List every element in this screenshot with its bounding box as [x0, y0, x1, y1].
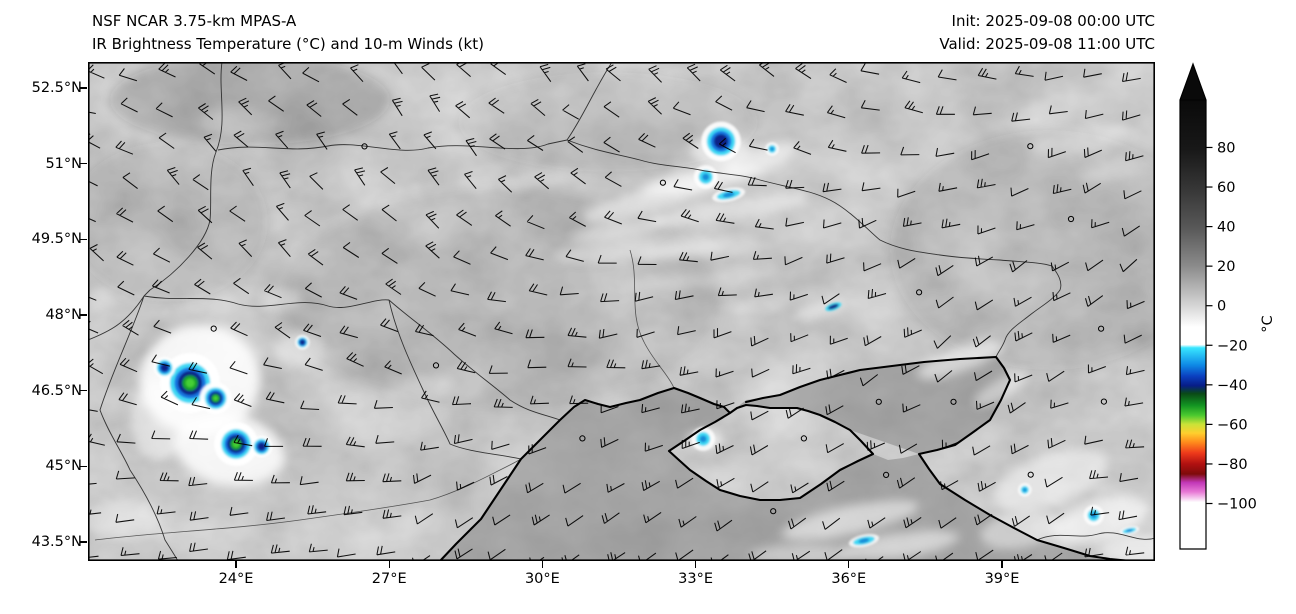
- colorbar-unit-label: °C: [1260, 315, 1276, 332]
- lat-tick-mark: [80, 541, 87, 543]
- figure-title: NSF NCAR 3.75-km MPAS-A IR Brightness Te…: [92, 10, 484, 57]
- lat-tick-mark: [80, 87, 87, 89]
- colorbar-tick-label: −40: [1217, 378, 1248, 394]
- lon-tick-mark: [541, 561, 544, 568]
- lon-tick-mark: [1001, 561, 1003, 568]
- lat-tick-label: 52.5°N: [31, 80, 82, 96]
- colorbar-extend-arrow: [1180, 64, 1206, 100]
- colorbar-tick-label: −20: [1217, 338, 1248, 354]
- map-canvas: [88, 62, 1155, 561]
- model-name: NSF NCAR 3.75-km MPAS-A: [92, 12, 297, 30]
- colorbar-ticks: 80 60 40 20 0 −20 −40 −60 −80 −100: [1206, 140, 1257, 513]
- lon-tick-mark: [388, 561, 390, 568]
- colorbar-gradient: [1180, 100, 1206, 549]
- lat-tick-mark: [80, 465, 87, 468]
- valid-time: Valid: 2025-09-08 11:00 UTC: [939, 35, 1155, 54]
- wind-barbs-layer: [88, 62, 1145, 561]
- colorbar-tick-label: −80: [1217, 457, 1248, 473]
- lon-tick-label: 27°E: [371, 571, 407, 587]
- rivers: [94, 249, 675, 541]
- country-borders: [88, 62, 1155, 561]
- lat-tick-label: 45°N: [45, 458, 82, 475]
- convective-cells: [153, 121, 1140, 548]
- colorbar: 80 60 40 20 0 −20 −40 −60 −80 −100 °C: [1179, 62, 1276, 550]
- colorbar-tick-label: 60: [1217, 180, 1235, 196]
- lat-tick-label: 43.5°N: [31, 534, 82, 551]
- lon-tick-mark: [235, 561, 237, 568]
- product-name: IR Brightness Temperature (°C) and 10-m …: [92, 35, 484, 54]
- warm-cloud-shading: [88, 62, 1155, 410]
- cold-cloud-tops: [88, 107, 1155, 561]
- lon-tick-mark: [694, 561, 697, 568]
- colorbar-tick-label: 80: [1217, 140, 1235, 156]
- lon-tick-label: 30°E: [524, 571, 560, 587]
- lat-tick-label: 48°N: [45, 307, 82, 323]
- colorbar-tick-label: −60: [1217, 417, 1248, 433]
- lat-tick-label: 51°N: [45, 155, 82, 172]
- lon-tick-label: 39°E: [984, 571, 1020, 587]
- lat-tick-label: 49.5°N: [31, 231, 82, 248]
- colorbar-outline: [1179, 62, 1207, 550]
- colorbar-tick-label: 20: [1217, 259, 1235, 275]
- lat-tick-mark: [80, 162, 87, 165]
- lat-tick-mark: [80, 314, 87, 316]
- lat-tick-mark: [80, 389, 87, 392]
- lon-tick-mark: [848, 561, 850, 568]
- init-time: Init: 2025-09-08 00:00 UTC: [951, 12, 1155, 30]
- colorbar-tick-label: 40: [1217, 220, 1235, 236]
- lon-tick-label: 36°E: [831, 571, 867, 587]
- colorbar-tick-label: 0: [1217, 299, 1226, 315]
- run-times: Init: 2025-09-08 00:00 UTC Valid: 2025-0…: [939, 10, 1155, 57]
- colorbar-tick-label: −100: [1217, 497, 1257, 513]
- lat-tick-mark: [80, 238, 87, 241]
- lon-tick-label: 33°E: [678, 571, 714, 587]
- lat-tick-label: 46.5°N: [31, 382, 82, 399]
- lon-tick-label: 24°E: [218, 571, 254, 587]
- map-frame: [88, 62, 1155, 561]
